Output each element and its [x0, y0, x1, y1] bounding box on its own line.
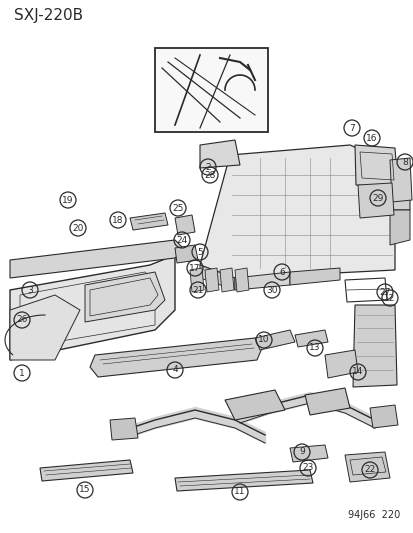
- Polygon shape: [369, 405, 397, 428]
- Polygon shape: [199, 145, 394, 278]
- Text: 12: 12: [383, 294, 395, 303]
- Polygon shape: [235, 272, 289, 290]
- Text: SXJ-220B: SXJ-220B: [14, 8, 83, 23]
- Polygon shape: [199, 265, 235, 290]
- Polygon shape: [40, 460, 133, 481]
- Text: 3: 3: [27, 286, 33, 295]
- Polygon shape: [344, 452, 389, 482]
- Text: 4: 4: [172, 366, 177, 375]
- Polygon shape: [10, 295, 80, 360]
- Polygon shape: [10, 255, 175, 360]
- Text: 15: 15: [79, 486, 90, 495]
- Polygon shape: [110, 418, 138, 440]
- Text: 13: 13: [309, 343, 320, 352]
- Polygon shape: [175, 215, 195, 235]
- Text: 8: 8: [401, 157, 407, 166]
- Text: 24: 24: [176, 236, 187, 245]
- Text: 5: 5: [197, 247, 202, 256]
- Polygon shape: [235, 268, 248, 292]
- Polygon shape: [324, 350, 357, 378]
- Text: 28: 28: [204, 171, 215, 180]
- Polygon shape: [389, 210, 409, 245]
- Text: 29: 29: [371, 193, 383, 203]
- Polygon shape: [389, 165, 409, 210]
- Polygon shape: [357, 183, 393, 218]
- Polygon shape: [224, 390, 284, 420]
- Text: 26: 26: [16, 316, 28, 325]
- Text: 18: 18: [112, 215, 123, 224]
- Polygon shape: [204, 268, 218, 292]
- Polygon shape: [289, 268, 339, 285]
- Polygon shape: [175, 470, 312, 491]
- Text: 16: 16: [366, 133, 377, 142]
- Polygon shape: [389, 158, 411, 202]
- Text: 17: 17: [189, 263, 200, 272]
- Text: 1: 1: [19, 368, 25, 377]
- Text: 2: 2: [205, 163, 210, 172]
- Text: 9: 9: [299, 448, 304, 456]
- Polygon shape: [199, 140, 240, 168]
- Polygon shape: [130, 213, 168, 230]
- Text: 20: 20: [72, 223, 83, 232]
- Bar: [154, 48, 267, 132]
- Polygon shape: [190, 268, 204, 292]
- Polygon shape: [90, 338, 261, 377]
- Polygon shape: [85, 272, 165, 322]
- Text: 19: 19: [62, 196, 74, 205]
- Text: 6: 6: [278, 268, 284, 277]
- Polygon shape: [219, 268, 233, 292]
- Text: 11: 11: [234, 488, 245, 497]
- Text: 27: 27: [378, 287, 390, 296]
- Text: 30: 30: [266, 286, 277, 295]
- Polygon shape: [352, 305, 396, 387]
- Text: 25: 25: [172, 204, 183, 213]
- Polygon shape: [294, 330, 327, 347]
- Text: 23: 23: [301, 464, 313, 472]
- Polygon shape: [175, 245, 197, 263]
- Polygon shape: [304, 388, 349, 415]
- Polygon shape: [10, 240, 185, 278]
- Text: 94J66  220: 94J66 220: [347, 510, 399, 520]
- Polygon shape: [354, 145, 397, 188]
- Text: 14: 14: [351, 367, 363, 376]
- Text: 22: 22: [363, 465, 375, 474]
- Polygon shape: [289, 445, 327, 462]
- Polygon shape: [254, 330, 294, 350]
- Text: 21: 21: [192, 286, 203, 295]
- Text: 10: 10: [258, 335, 269, 344]
- Text: 7: 7: [348, 124, 354, 133]
